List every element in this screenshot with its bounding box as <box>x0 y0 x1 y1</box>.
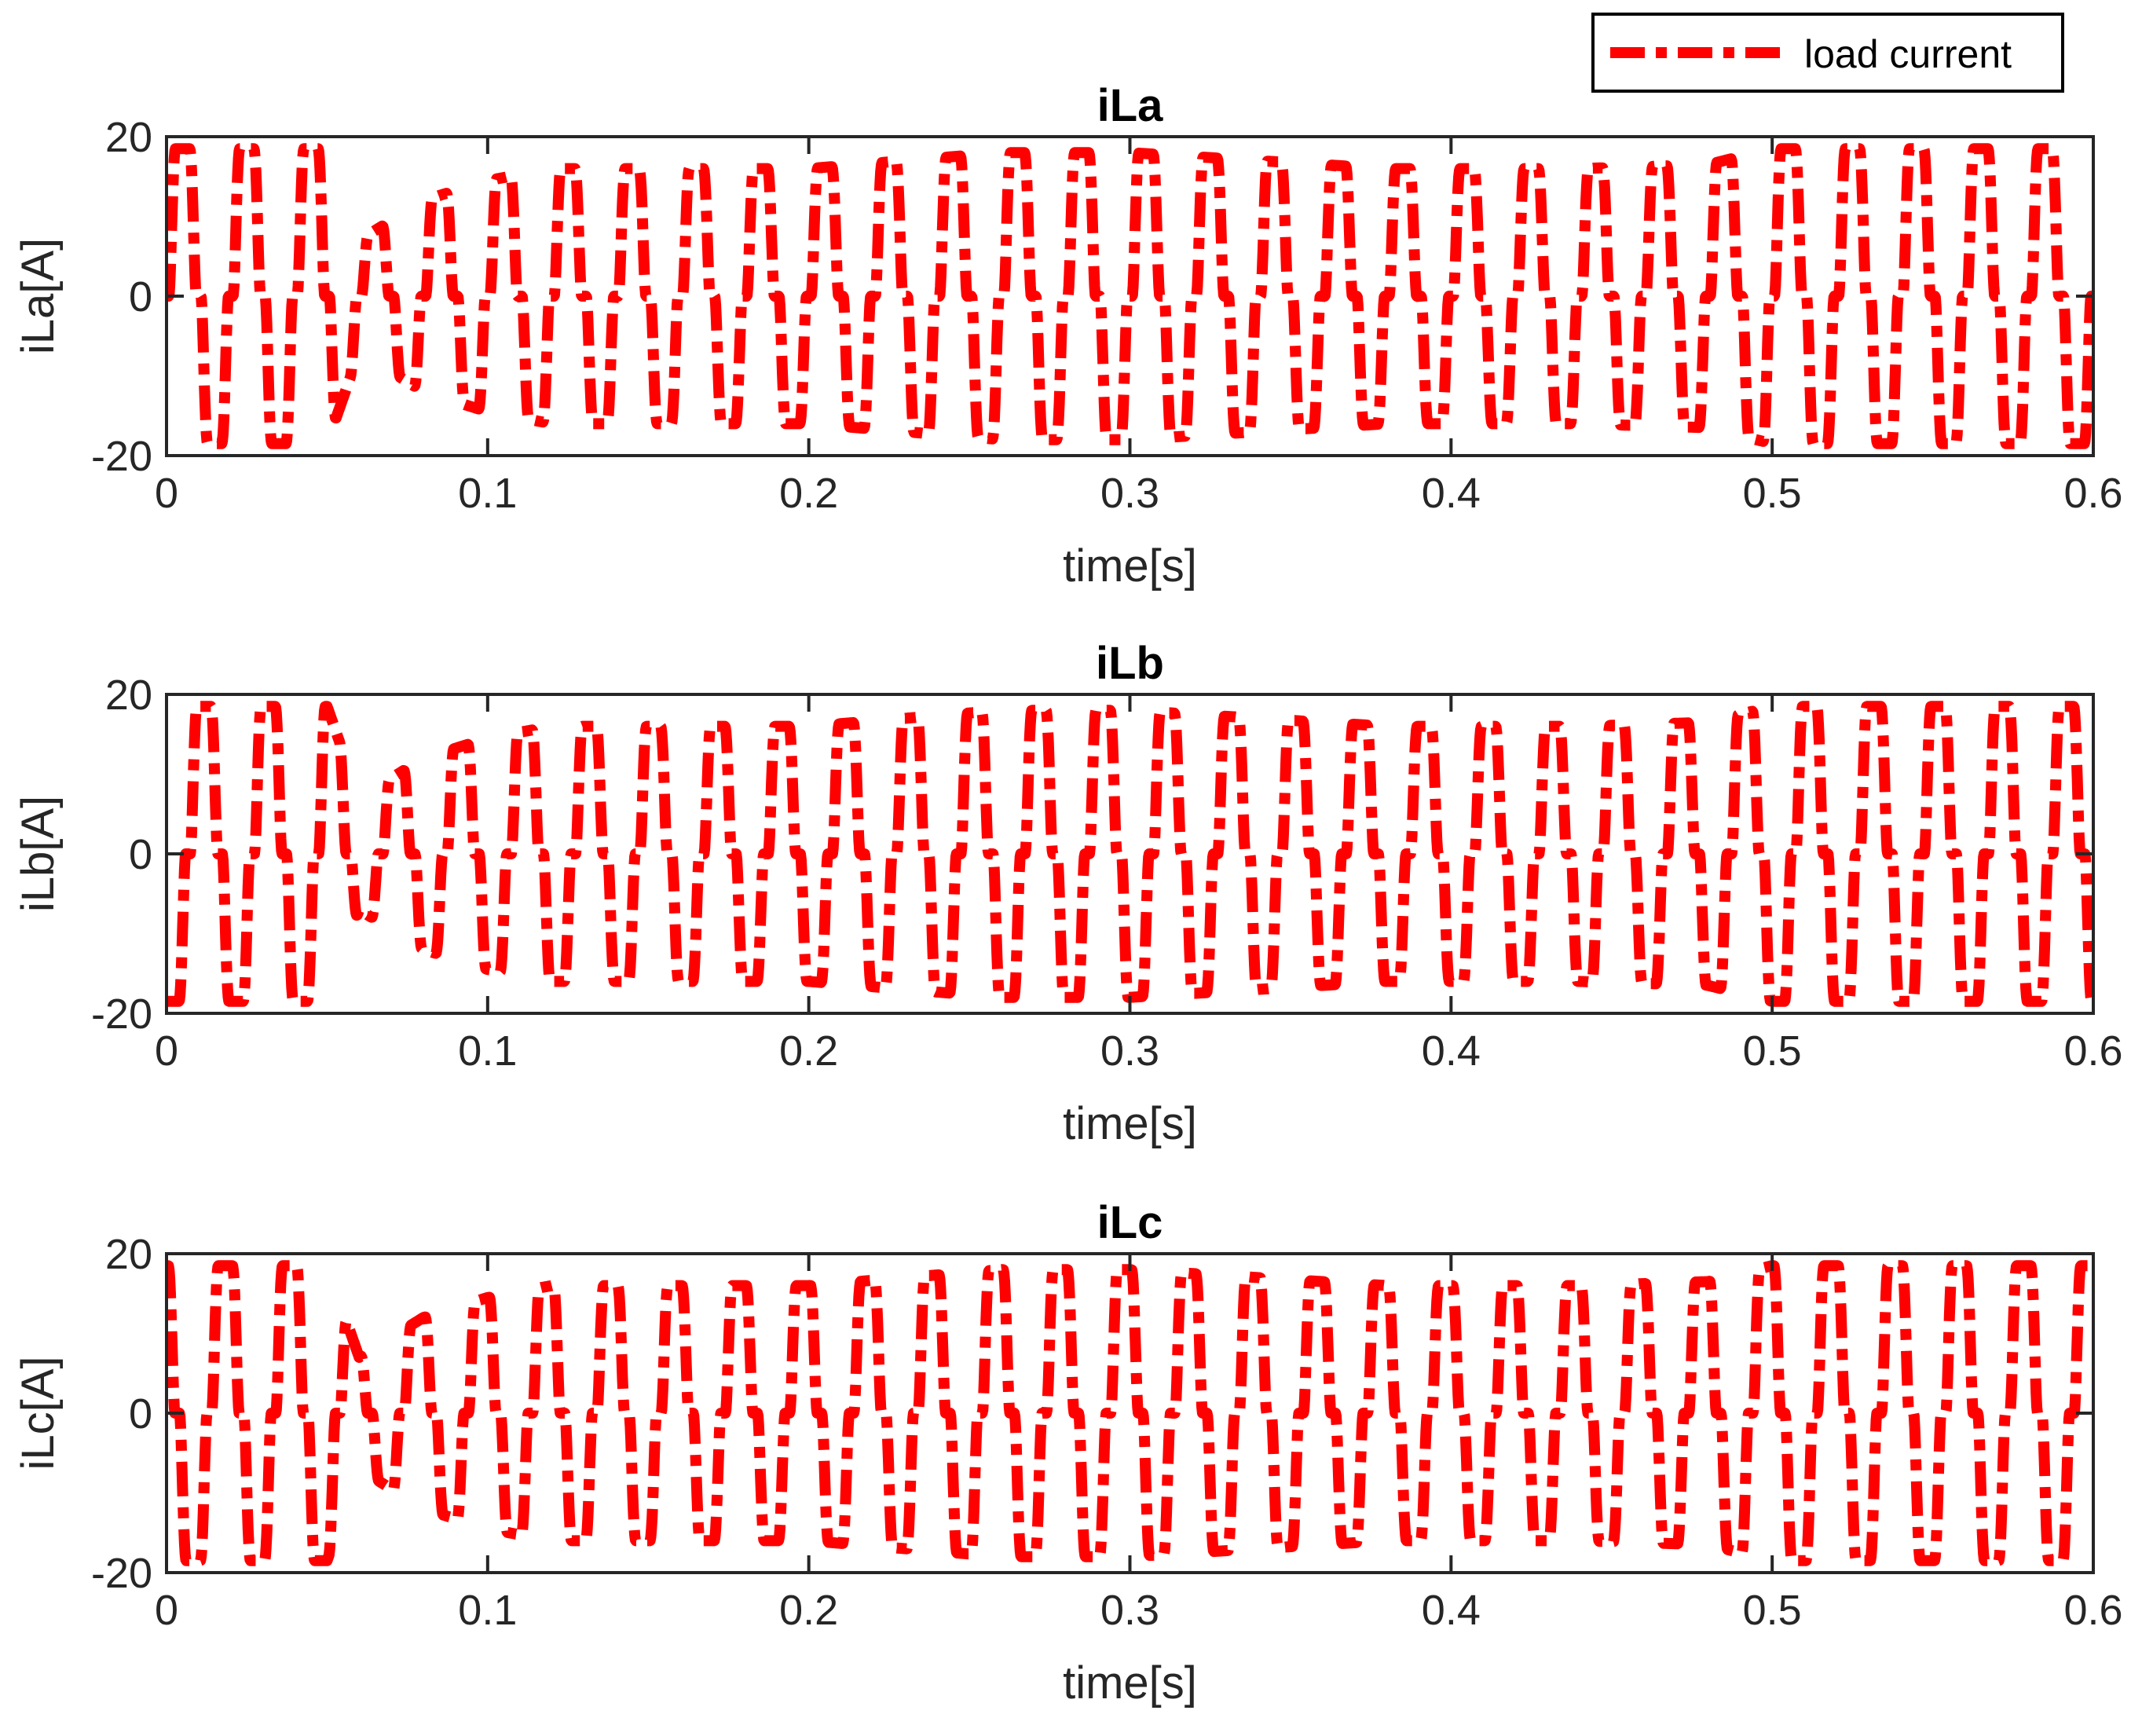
x-tick-label: 0.3 <box>1100 1587 1159 1634</box>
y-tick-label: 20 <box>105 1231 152 1278</box>
x-tick-label: 0.1 <box>458 470 517 517</box>
x-tick-label: 0.5 <box>1743 470 1802 517</box>
x-tick-label: 0.2 <box>779 1027 838 1075</box>
panel-title: iLc <box>1097 1197 1163 1248</box>
series-line-load-current <box>167 143 2093 449</box>
x-tick-label: 0.1 <box>458 1587 517 1634</box>
y-tick-label: 0 <box>129 831 152 878</box>
panel-iLa: 0 0.1 0.2 0.3 0.4 0.5 0.6-20020iLatime[s]iLa[A… <box>13 80 2123 591</box>
legend-label: load current <box>1804 32 2012 76</box>
x-tick-label: 0.1 <box>458 1027 517 1075</box>
series-line-load-current <box>167 1260 2093 1566</box>
x-tick-label: 0 <box>155 1587 178 1634</box>
y-tick-label: -20 <box>91 433 152 480</box>
y-tick-label: -20 <box>91 991 152 1038</box>
x-tick-label: 0.5 <box>1743 1027 1802 1075</box>
x-axis-label: time[s] <box>1063 540 1197 591</box>
panel-iLc: 0 0.1 0.2 0.3 0.4 0.5 0.6-20020iLctime[s]iLc[A… <box>13 1197 2123 1709</box>
x-tick-label: 0.6 <box>2063 1587 2122 1634</box>
x-axis-label: time[s] <box>1063 1657 1197 1709</box>
x-tick-label: 0.2 <box>779 1587 838 1634</box>
panel-title: iLb <box>1096 638 1164 689</box>
y-tick-label: 20 <box>105 672 152 719</box>
y-tick-label: -20 <box>91 1550 152 1597</box>
y-axis-label: iLc[A] <box>13 1356 64 1470</box>
legend-box <box>1591 13 2064 93</box>
chart-panels: 0 0.1 0.2 0.3 0.4 0.5 0.6-20020iLatime[s]iLa[A… <box>13 80 2123 1709</box>
x-tick-label: 0.4 <box>1422 1027 1481 1075</box>
x-tick-label: 0.6 <box>2063 470 2122 517</box>
x-axis-label: time[s] <box>1063 1098 1197 1149</box>
y-tick-label: 0 <box>129 1390 152 1438</box>
y-tick-label: 20 <box>105 114 152 161</box>
x-tick-label: 0.3 <box>1100 470 1159 517</box>
panel-iLb: 0 0.1 0.2 0.3 0.4 0.5 0.6-20020iLbtime[s]iLb[A… <box>13 638 2123 1149</box>
x-tick-label: 0.4 <box>1422 470 1481 517</box>
y-axis-label: iLa[A] <box>13 238 64 354</box>
legend: load current <box>1591 13 2064 93</box>
panel-title: iLa <box>1097 80 1164 131</box>
x-tick-label: 0.2 <box>779 470 838 517</box>
x-tick-label: 0.3 <box>1100 1027 1159 1075</box>
x-tick-label: 0.4 <box>1422 1587 1481 1634</box>
series-line-load-current <box>167 701 2093 1007</box>
y-axis-label: iLb[A] <box>13 796 64 912</box>
y-tick-label: 0 <box>129 273 152 320</box>
x-tick-label: 0.6 <box>2063 1027 2122 1075</box>
x-tick-label: 0.5 <box>1743 1587 1802 1634</box>
x-tick-label: 0 <box>155 470 178 517</box>
x-tick-label: 0 <box>155 1027 178 1075</box>
